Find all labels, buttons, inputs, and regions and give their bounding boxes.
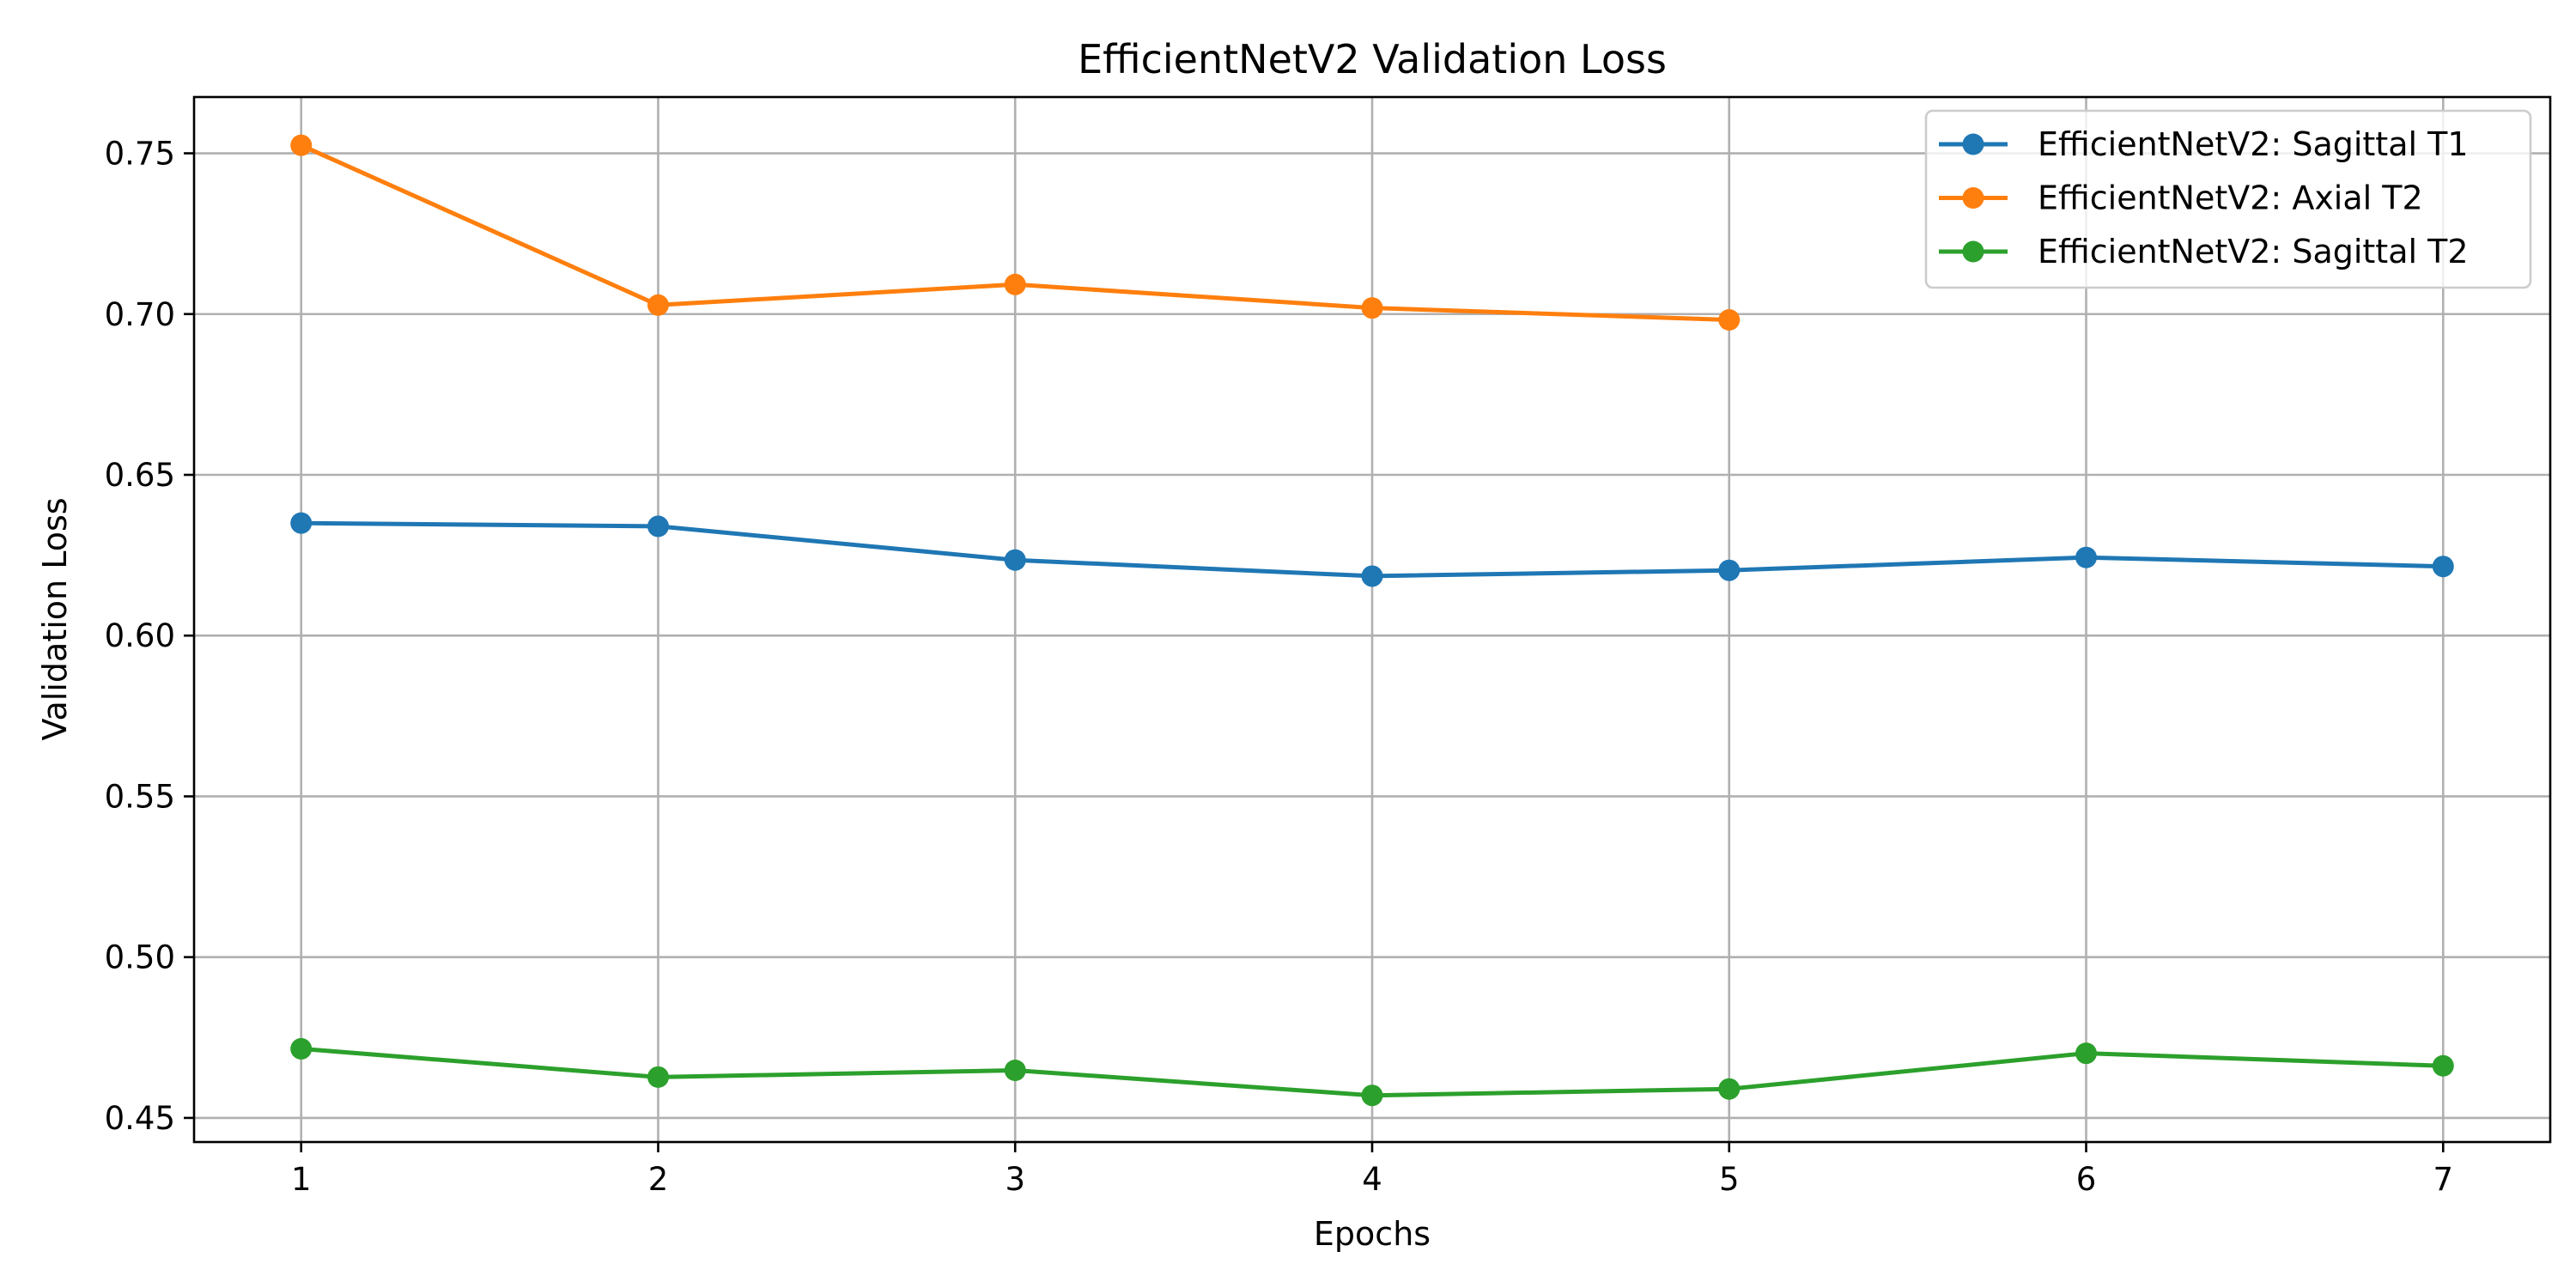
data-point — [290, 1037, 313, 1060]
grid-lines — [194, 97, 2550, 1142]
data-point — [2075, 546, 2098, 568]
y-tick-label: 0.45 — [105, 1100, 175, 1137]
series-2 — [290, 134, 1741, 331]
legend-item: EfficientNetV2: Sagittal T1 — [1939, 125, 2469, 163]
x-axis-label: Epochs — [1314, 1215, 1431, 1253]
x-axis: 1 2 3 4 5 6 7 — [291, 1142, 2453, 1198]
x-tick-label: 6 — [2076, 1161, 2097, 1198]
x-tick-label: 7 — [2433, 1161, 2453, 1198]
data-point — [1361, 565, 1383, 587]
data-point — [2432, 1054, 2454, 1077]
y-tick-label: 0.60 — [105, 617, 175, 654]
legend-label: EfficientNetV2: Sagittal T1 — [2038, 125, 2469, 163]
y-axis: 0.45 0.50 0.55 0.60 0.65 0.70 0.75 — [105, 136, 194, 1137]
data-point — [647, 515, 669, 538]
data-point — [1718, 559, 1741, 581]
x-tick-label: 2 — [648, 1161, 669, 1198]
x-tick-label: 4 — [1362, 1161, 1382, 1198]
data-point — [1361, 297, 1383, 319]
data-point — [2432, 556, 2454, 578]
data-point — [1718, 309, 1741, 331]
data-point — [1004, 273, 1026, 295]
x-tick-label: 1 — [291, 1161, 312, 1198]
data-point — [1361, 1084, 1383, 1107]
y-tick-label: 0.50 — [105, 939, 175, 976]
x-tick-label: 5 — [1719, 1161, 1740, 1198]
y-tick-label: 0.55 — [105, 778, 175, 815]
y-tick-label: 0.65 — [105, 457, 175, 494]
series-layer — [290, 134, 2454, 1107]
legend-item: EfficientNetV2: Axial T2 — [1939, 179, 2423, 217]
data-point — [647, 294, 669, 316]
data-point — [1004, 549, 1026, 571]
chart-title: EfficientNetV2 Validation Loss — [1078, 36, 1667, 82]
data-point — [1004, 1059, 1026, 1081]
series-1 — [290, 512, 2454, 587]
legend-marker — [1962, 240, 1984, 263]
data-point — [647, 1066, 669, 1088]
series-3 — [290, 1037, 2454, 1107]
legend-marker — [1962, 133, 1984, 155]
y-tick-label: 0.75 — [105, 136, 175, 173]
legend: EfficientNetV2: Sagittal T1 EfficientNetV… — [1924, 109, 2532, 289]
legend-label: EfficientNetV2: Axial T2 — [2038, 179, 2423, 217]
legend-label: EfficientNetV2: Sagittal T2 — [2038, 233, 2469, 270]
data-point — [290, 134, 313, 156]
data-point — [1718, 1078, 1741, 1100]
data-point — [2075, 1042, 2098, 1065]
legend-item: EfficientNetV2: Sagittal T2 — [1939, 233, 2469, 270]
y-tick-label: 0.70 — [105, 296, 175, 333]
y-axis-label: Validation Loss — [36, 497, 74, 740]
legend-marker — [1962, 187, 1984, 209]
legend-box — [1924, 109, 2532, 289]
data-point — [290, 512, 313, 534]
x-tick-label: 3 — [1005, 1161, 1025, 1198]
